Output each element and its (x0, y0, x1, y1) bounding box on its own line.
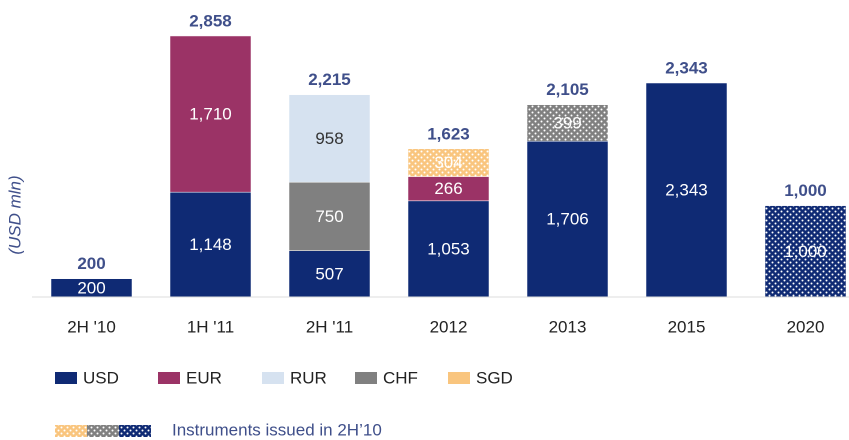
legend-swatch (262, 372, 284, 384)
pattern-swatch (119, 425, 151, 437)
x-tick-label: 2013 (549, 317, 587, 336)
legend-label: EUR (186, 368, 222, 387)
bar-segment (169, 35, 252, 193)
segment-label: 958 (315, 129, 343, 148)
x-tick-label: 2015 (668, 317, 706, 336)
bar-segment (288, 94, 371, 183)
legend-swatch (55, 372, 77, 384)
total-label: 2,343 (665, 58, 708, 77)
pattern-swatch (55, 425, 87, 437)
legend-label: RUR (290, 368, 327, 387)
legend-label: SGD (476, 368, 513, 387)
total-label: 2,858 (189, 11, 232, 30)
x-tick-label: 2012 (430, 317, 468, 336)
segment-label: 1,000 (784, 242, 827, 261)
bar-segment (407, 200, 490, 298)
segment-label: 200 (77, 278, 105, 297)
total-label: 200 (77, 254, 105, 273)
segment-label: 1,053 (427, 239, 470, 258)
segment-label: 266 (434, 179, 462, 198)
segment-label: 1,706 (546, 210, 589, 229)
legend-swatch (158, 372, 180, 384)
total-label: 1,623 (427, 124, 470, 143)
x-tick-label: 2H '11 (306, 317, 353, 336)
x-tick-label: 2020 (787, 317, 825, 336)
bar-segment (526, 140, 609, 298)
bar-segment (407, 176, 490, 202)
segment-label: 2,343 (665, 180, 708, 199)
legend-label: USD (83, 368, 119, 387)
y-axis-label: (USD mln) (5, 175, 24, 254)
x-tick-label: 2H '10 (67, 317, 116, 336)
legend-label: CHF (383, 368, 418, 387)
bar-segment (169, 191, 252, 298)
segment-label: 1,148 (189, 235, 232, 254)
total-label: 2,105 (546, 80, 589, 99)
segment-label: 507 (315, 264, 343, 283)
segment-label: 1,710 (189, 105, 232, 124)
total-label: 2,215 (308, 70, 351, 89)
pattern-swatch (87, 425, 119, 437)
segment-label: 750 (315, 207, 343, 226)
pattern-legend-label: Instruments issued in 2H’10 (172, 420, 382, 439)
legend-swatch (448, 372, 470, 384)
legend-swatch (355, 372, 377, 384)
bar-segment (288, 181, 371, 251)
bar-segment (764, 205, 847, 298)
segment-label: 399 (553, 113, 581, 132)
total-label: 1,000 (784, 181, 827, 200)
bar-segment (526, 104, 609, 142)
bar-segment (407, 148, 490, 177)
bar-segment (288, 250, 371, 298)
x-tick-label: 1H '11 (187, 317, 234, 336)
segment-label: 304 (434, 153, 462, 172)
